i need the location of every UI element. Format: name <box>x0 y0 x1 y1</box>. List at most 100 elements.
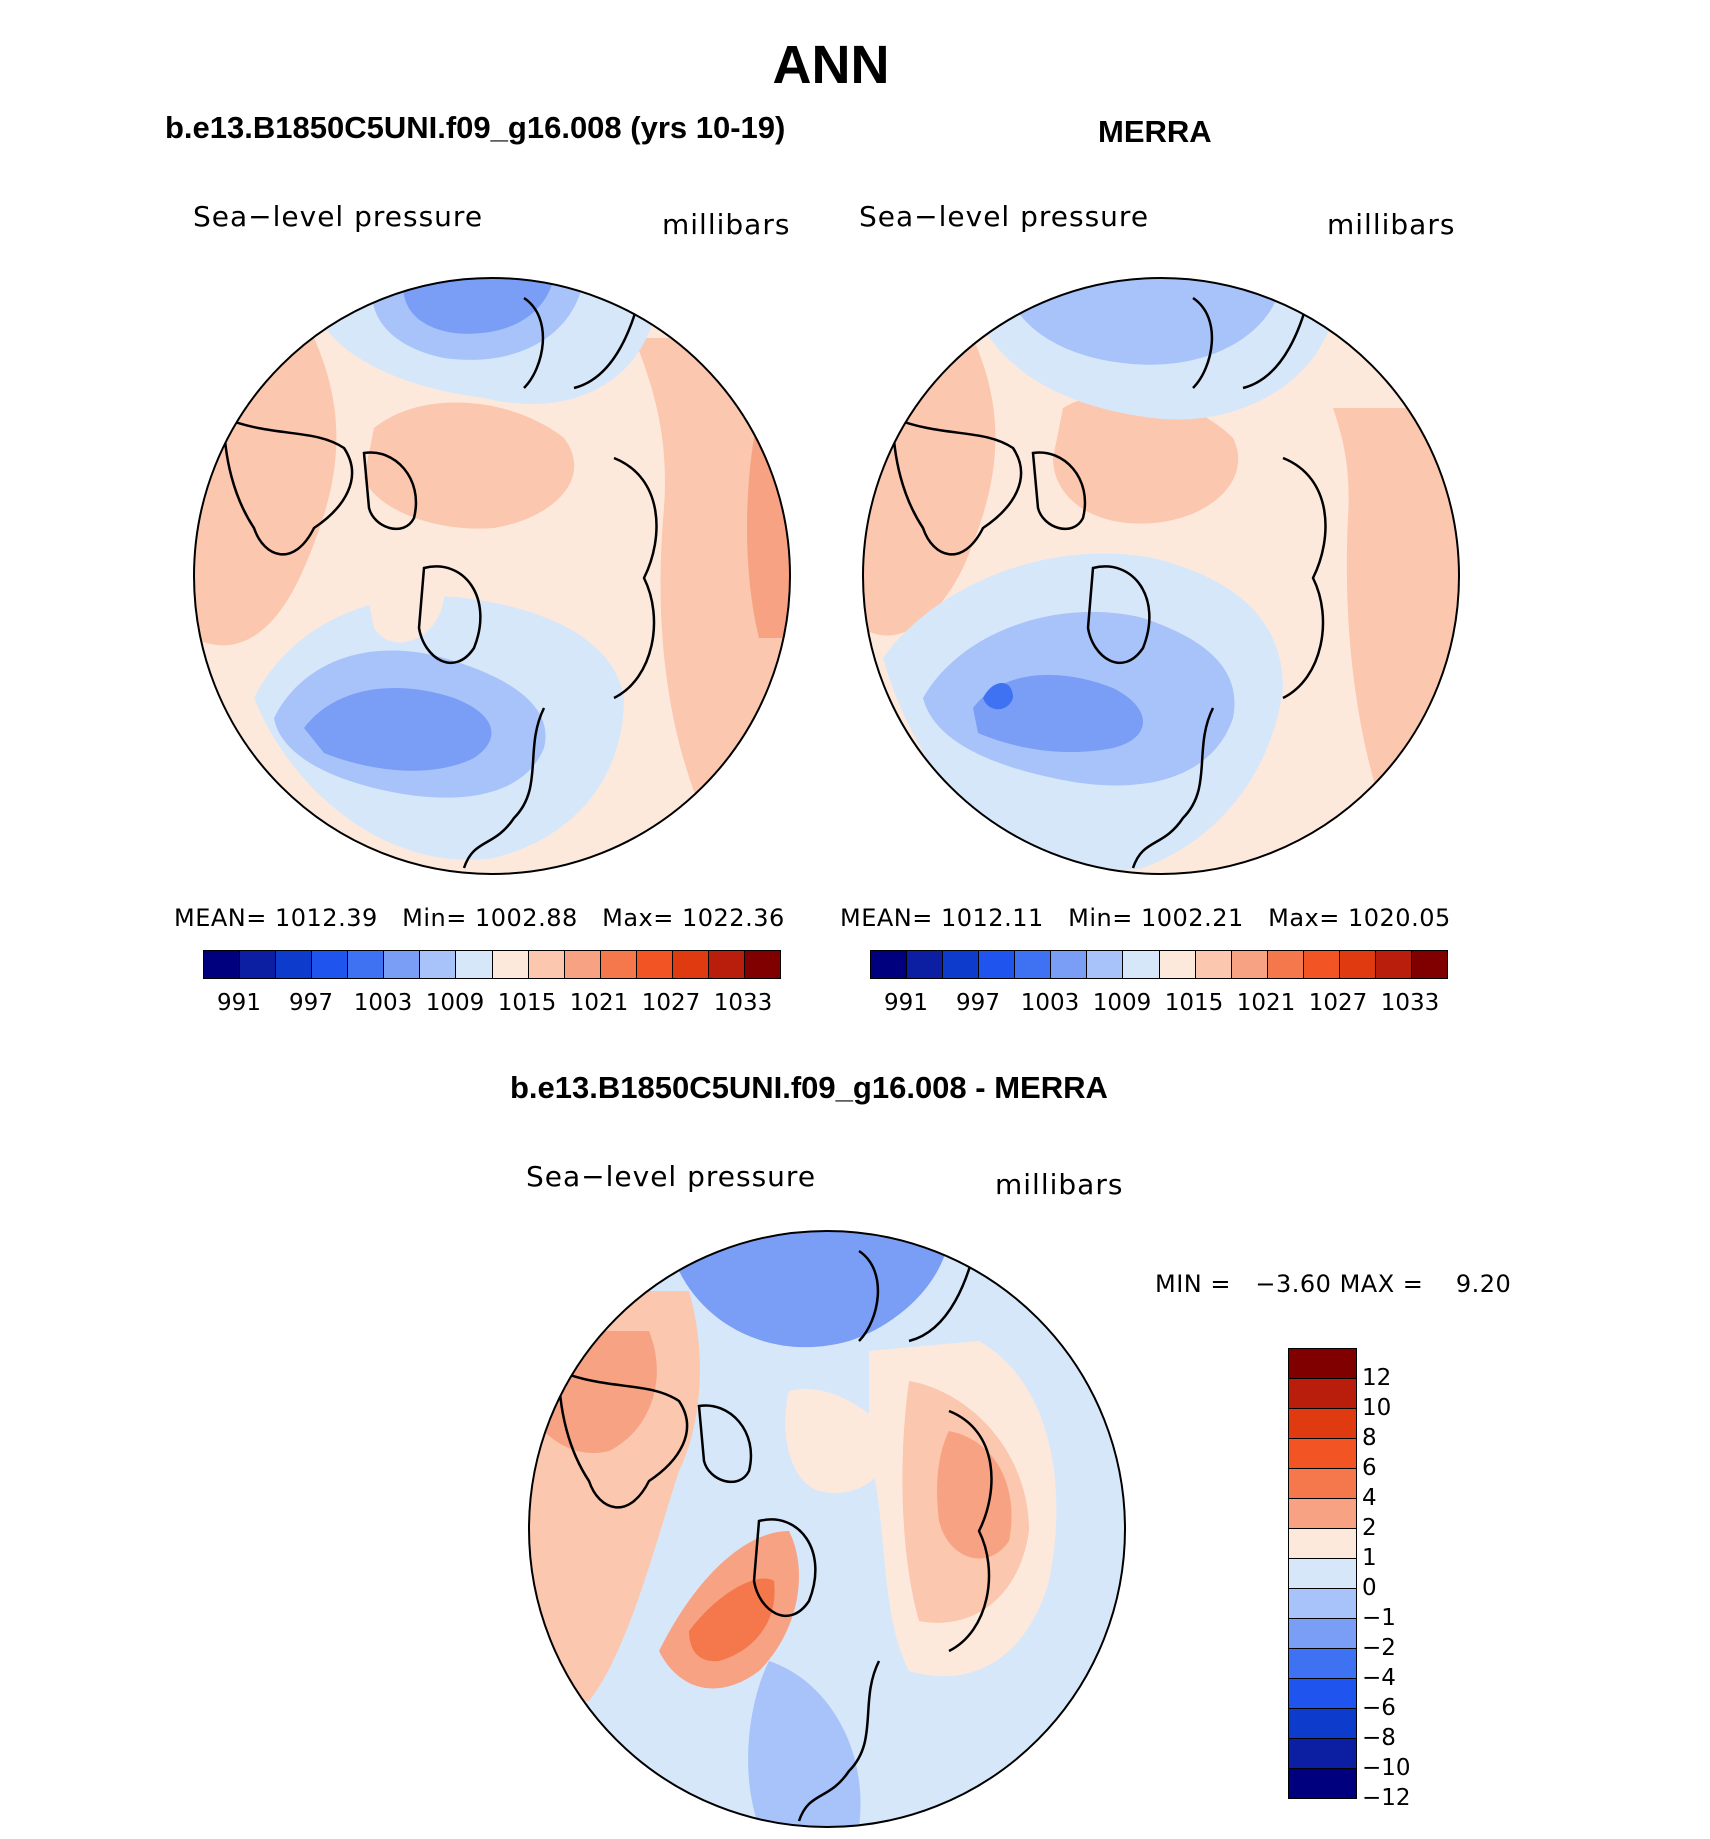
panel-1-field-siberian-core <box>747 438 790 638</box>
cbar1-swatch <box>744 951 780 978</box>
panel-2-max-value: 1020.05 <box>1348 904 1451 932</box>
cbar2-tick-label: 1003 <box>1020 990 1080 1016</box>
diff-colorbar-swatch <box>1289 1589 1356 1619</box>
panel-2-max-label: Max= <box>1268 904 1340 932</box>
panel-2-field-icelandic-low <box>973 674 1143 753</box>
panel-1-max-label: Max= <box>602 904 674 932</box>
panel-1-max-value: 1022.36 <box>682 904 785 932</box>
diff-panel-polar-map <box>528 1230 1126 1828</box>
panel-2-mean-value: 1012.11 <box>941 904 1044 932</box>
diff-colorbar-tick-label: −12 <box>1362 1785 1411 1811</box>
diff-min-label: MIN = <box>1155 1270 1231 1298</box>
cbar1-swatch <box>240 951 277 978</box>
diff-colorbar-swatch <box>1289 1379 1356 1409</box>
diff-map-border <box>528 1230 1126 1828</box>
diff-colorbar-tick-label: −1 <box>1362 1605 1396 1631</box>
cbar2-swatch <box>1015 951 1052 978</box>
cbar1-swatch <box>708 951 745 978</box>
diff-colorbar-swatch <box>1289 1439 1356 1469</box>
panel-1-stats: MEAN= 1012.39 Min= 1002.88 Max= 1022.36 <box>174 904 785 932</box>
cbar2-swatch <box>943 951 980 978</box>
cbar1-swatch <box>420 951 457 978</box>
cbar2-swatch <box>1087 951 1124 978</box>
cbar2-swatch <box>1231 951 1268 978</box>
diff-colorbar-tick-label: −4 <box>1362 1665 1396 1691</box>
diff-colorbar-swatch <box>1289 1649 1356 1679</box>
diff-colorbar-tick-label: 8 <box>1362 1425 1377 1451</box>
panel-2-variable: Sea−level pressure <box>859 200 1150 233</box>
diff-panel-units: millibars <box>995 1168 1124 1201</box>
cbar2-swatch <box>1195 951 1232 978</box>
cbar1-swatch <box>276 951 313 978</box>
cbar1-swatch <box>564 951 601 978</box>
diff-colorbar-swatch <box>1289 1559 1356 1589</box>
panel-1-min-label: Min= <box>402 904 467 932</box>
panel-1-title: b.e13.B1850C5UNI.f09_g16.008 (yrs 10-19) <box>165 110 786 145</box>
diff-panel-title: b.e13.B1850C5UNI.f09_g16.008 - MERRA <box>510 1070 1108 1105</box>
diff-colorbar-tick-label: −8 <box>1362 1725 1396 1751</box>
panel-1-units: millibars <box>662 208 791 241</box>
panel-2-min-value: 1002.21 <box>1140 904 1244 932</box>
cbar1-swatch <box>204 951 241 978</box>
diff-coastlines <box>557 1231 993 1822</box>
cbar2-tick-label: 1009 <box>1092 990 1152 1016</box>
panel-2-field-arctic-high <box>1053 393 1239 524</box>
cbar2-tick-label: 1021 <box>1236 990 1296 1016</box>
diff-max-value: 9.20 <box>1455 1270 1512 1298</box>
diff-colorbar-swatch <box>1289 1349 1356 1379</box>
panel-1-min-value: 1002.88 <box>474 904 578 932</box>
cbar1-swatch <box>672 951 709 978</box>
cbar2-swatch <box>979 951 1016 978</box>
cbar1-tick-label: 997 <box>289 990 333 1016</box>
cbar1-tick-label: 1009 <box>425 990 485 1016</box>
panel-2-title: MERRA <box>1098 114 1212 149</box>
panel-1-polar-map <box>193 277 791 875</box>
cbar2-tick-label: 1015 <box>1164 990 1224 1016</box>
cbar1-swatch <box>528 951 565 978</box>
panel-2-units: millibars <box>1327 208 1456 241</box>
panel-1-coastlines <box>222 278 658 869</box>
diff-colorbar-tick-label: 1 <box>1362 1545 1377 1571</box>
diff-colorbar-tick-label: 12 <box>1362 1365 1392 1391</box>
panel-2-coastlines <box>891 278 1327 869</box>
cbar1-swatch <box>600 951 637 978</box>
diff-colorbar-swatch <box>1289 1409 1356 1439</box>
diff-panel-variable: Sea−level pressure <box>526 1160 817 1193</box>
cbar2-swatch <box>1267 951 1304 978</box>
diff-colorbar-swatch <box>1289 1619 1356 1649</box>
cbar2-tick-label: 991 <box>884 990 928 1016</box>
cbar1-swatch <box>456 951 493 978</box>
cbar1-tick-label: 991 <box>217 990 261 1016</box>
diff-colorbar-swatch <box>1289 1469 1356 1499</box>
diff-colorbar-tick-label: 2 <box>1362 1515 1377 1541</box>
diff-colorbar-swatch <box>1289 1709 1356 1739</box>
panel-2-field-icelandic-core <box>983 683 1013 710</box>
figure-title: ANN <box>772 35 890 95</box>
diff-colorbar-tick-label: −6 <box>1362 1695 1396 1721</box>
panel-1-map-border <box>193 277 791 875</box>
cbar2-swatch <box>1339 951 1376 978</box>
panel-2-stats: MEAN= 1012.11 Min= 1002.21 Max= 1020.05 <box>840 904 1451 932</box>
diff-colorbar-tick-label: 4 <box>1362 1485 1377 1511</box>
panel-2-mean-label: MEAN= <box>840 904 933 932</box>
diff-field-eurasia-core <box>937 1431 1012 1559</box>
diff-colorbar-swatch <box>1289 1529 1356 1559</box>
cbar2-swatch <box>1051 951 1088 978</box>
cbar2-swatch <box>871 951 908 978</box>
cbar2-swatch <box>907 951 944 978</box>
diff-min-max: MIN = −3.60 MAX = 9.20 <box>1155 1270 1511 1298</box>
cbar1-tick-label: 1033 <box>713 990 773 1016</box>
cbar1-swatch <box>636 951 673 978</box>
panel-2-polar-map <box>862 277 1460 875</box>
panel-2-map-border <box>862 277 1460 875</box>
cbar2-swatch <box>1123 951 1160 978</box>
panel-1-variable: Sea−level pressure <box>193 200 484 233</box>
cbar2-tick-label: 997 <box>956 990 1000 1016</box>
cbar2-swatch <box>1159 951 1196 978</box>
panel-1-mean-label: MEAN= <box>174 904 267 932</box>
diff-colorbar-swatch <box>1289 1679 1356 1709</box>
cbar1-tick-label: 1015 <box>497 990 557 1016</box>
panel-1-colorbar <box>203 950 781 979</box>
diff-min-value: −3.60 <box>1255 1270 1332 1298</box>
cbar2-swatch <box>1411 951 1447 978</box>
